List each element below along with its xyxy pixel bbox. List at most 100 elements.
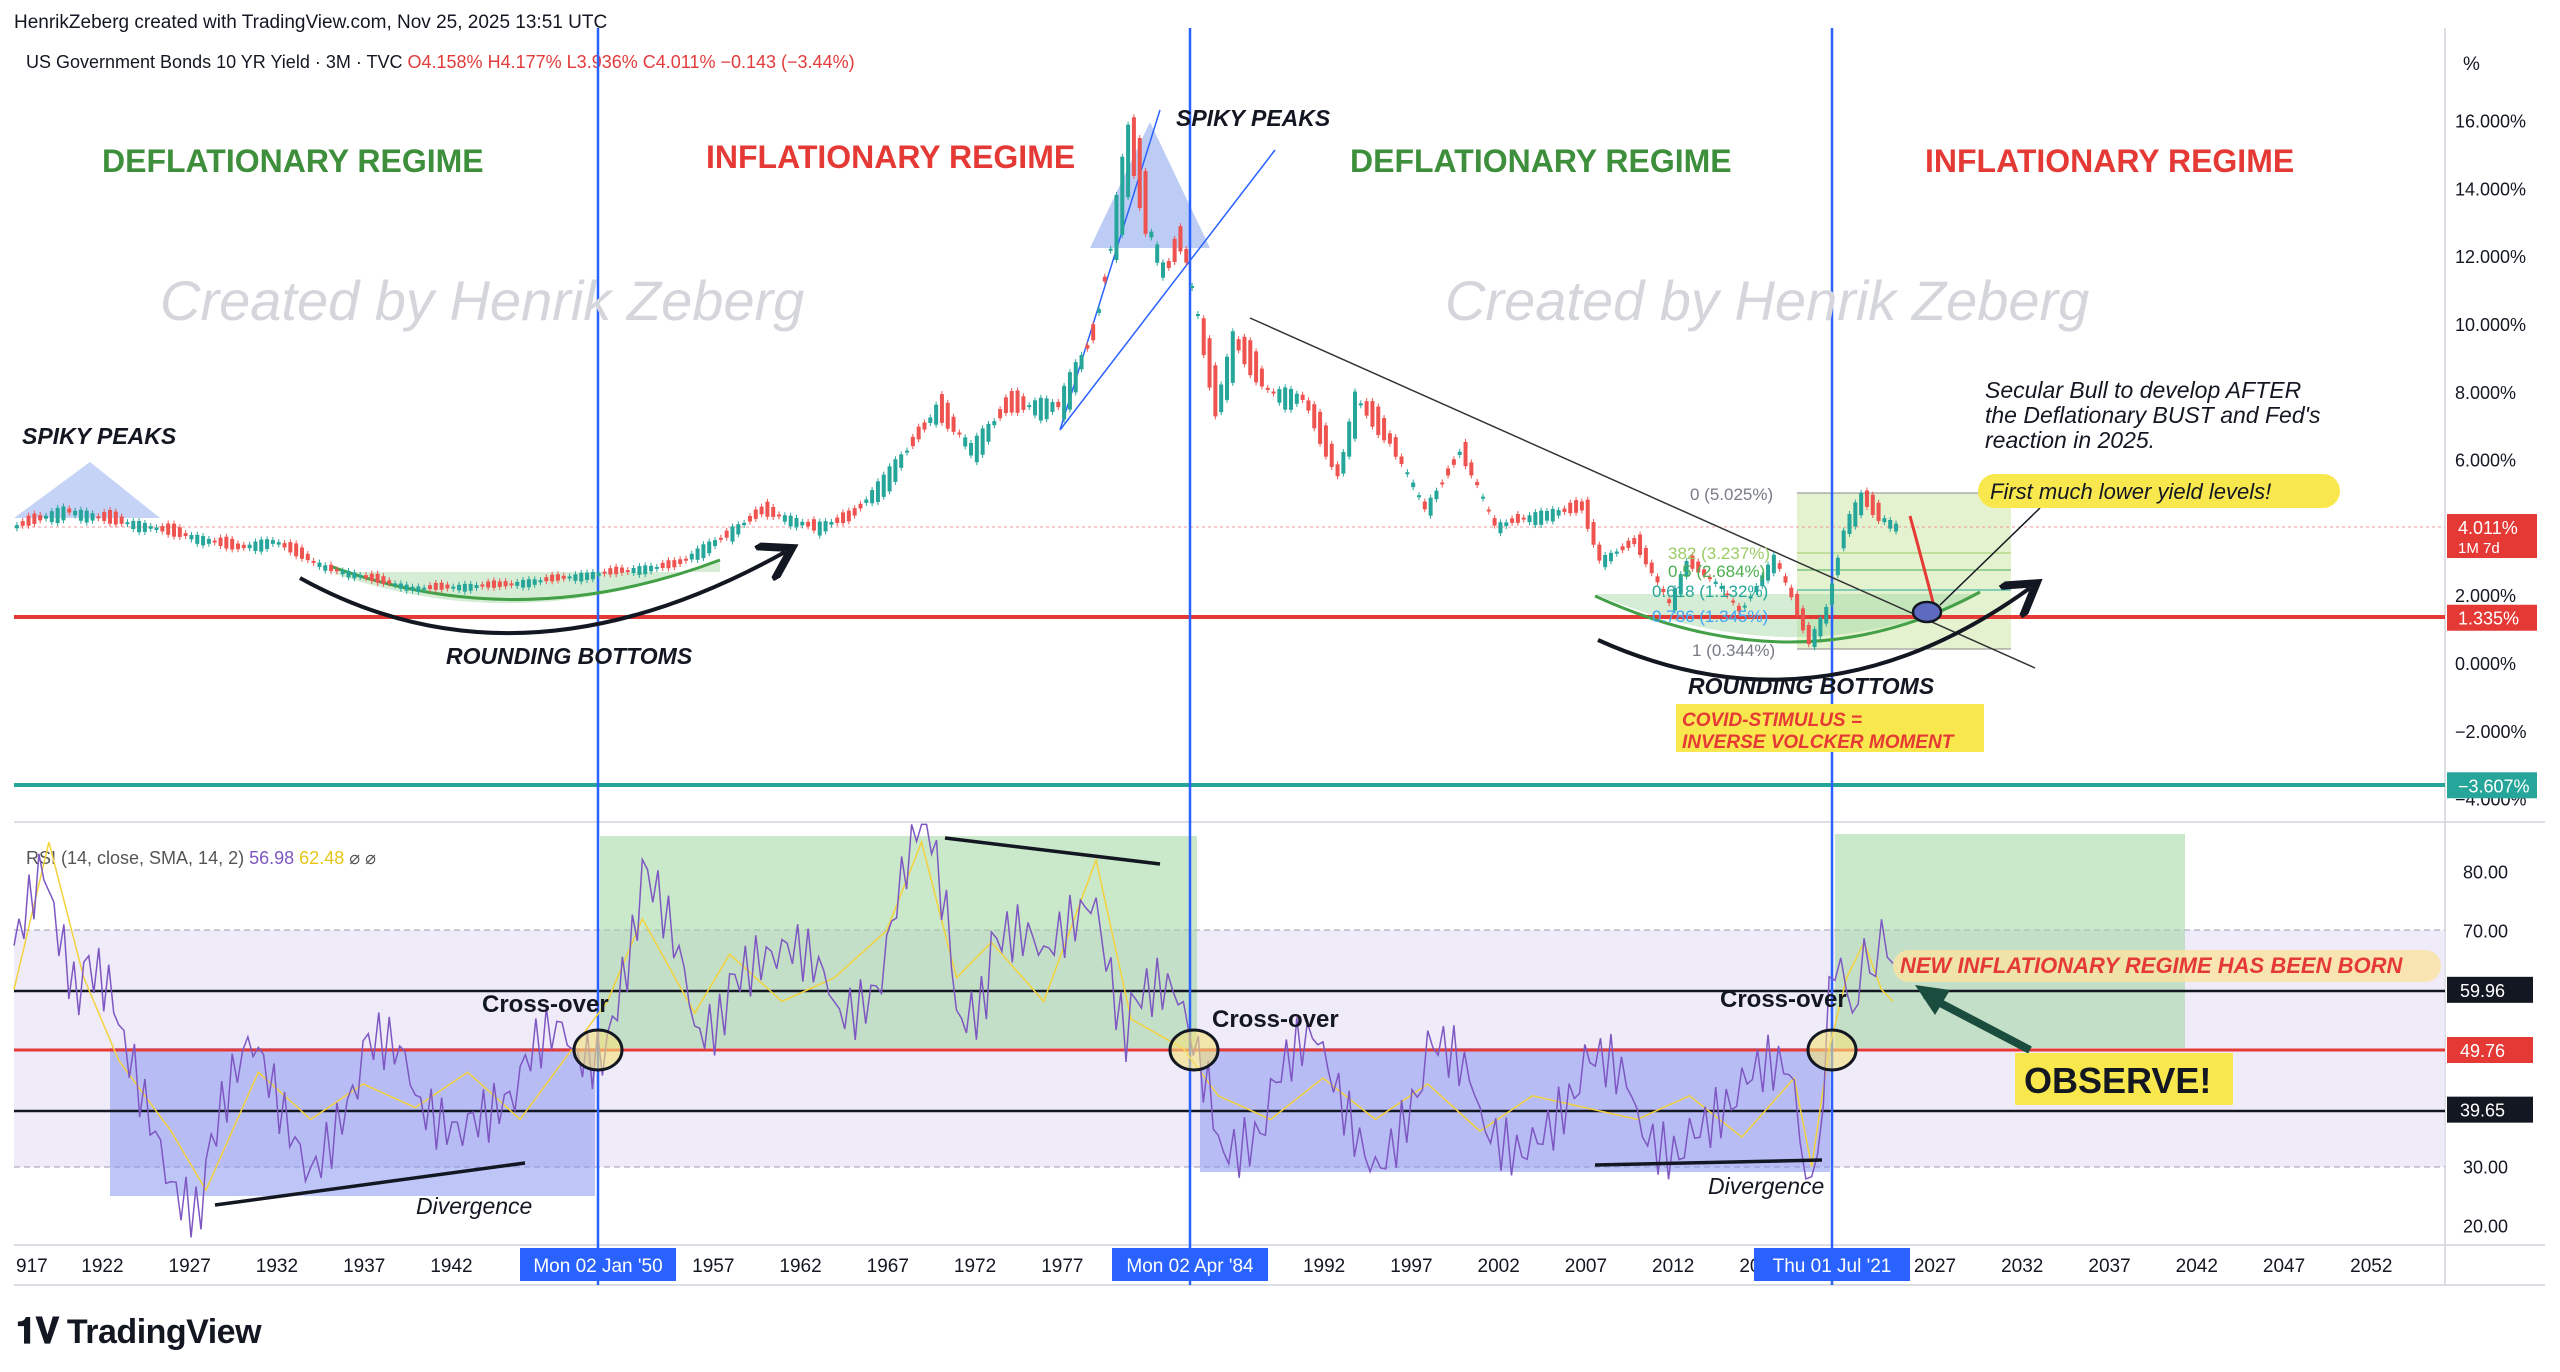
yield-candle <box>1777 563 1782 569</box>
yield-candle <box>305 553 310 561</box>
symbol-name[interactable]: US Government Bonds 10 YR Yield · 3M · T… <box>26 52 403 72</box>
yield-candle <box>823 521 828 532</box>
time-tick-label: 1922 <box>81 1256 123 1277</box>
yield-candle <box>235 543 240 550</box>
yield-candle <box>166 523 171 535</box>
yield-candle <box>67 508 72 513</box>
yield-candle <box>49 511 54 523</box>
yield-candle <box>1690 555 1695 569</box>
yield-candle <box>1870 494 1875 515</box>
yield-candle <box>602 571 607 574</box>
yield-candle <box>1864 490 1869 507</box>
yield-candle <box>1678 574 1683 595</box>
spiky-peaks-left: SPIKY PEAKS <box>22 423 177 449</box>
yield-candle <box>462 583 467 592</box>
price-axis[interactable]: 16.000% 14.000% 12.000% 10.000% 8.000% 6.000%… <box>2455 112 2527 810</box>
yield-candle <box>1859 492 1864 516</box>
yield-candle <box>61 506 66 521</box>
yield-candle <box>1562 508 1567 512</box>
fib-label-1: 1 (0.344%) <box>1692 641 1775 660</box>
crossover-ellipse-3 <box>1806 1028 1858 1072</box>
rsi-series[interactable] <box>13 823 1894 1238</box>
yield-candle <box>672 560 677 568</box>
yield-candle <box>1073 362 1078 393</box>
yield-candle <box>660 562 665 568</box>
yield-candle <box>201 536 206 546</box>
yield-candle <box>1161 262 1166 278</box>
yield-candle <box>1789 587 1794 598</box>
yield-candle <box>346 570 351 578</box>
symbol-legend: US Government Bonds 10 YR Yield · 3M · T… <box>26 52 855 73</box>
yield-candle <box>1242 336 1247 365</box>
yield-candle <box>1510 518 1515 523</box>
rsi-level-tag-text: 59.96 <box>2460 981 2505 1001</box>
tradingview-logo[interactable]: 𝟏𝐕 TradingView <box>16 1310 262 1353</box>
time-tick-label: 1957 <box>692 1256 734 1277</box>
rsi-name[interactable]: RSI (14, close, SMA, 14, 2) <box>26 848 245 868</box>
time-highlight-text: Mon 02 Jan '50 <box>533 1256 662 1277</box>
ohlc-close: C4.011% <box>642 52 716 72</box>
yield-candle <box>282 543 287 548</box>
yield-candle <box>1288 388 1293 410</box>
rounding-bottom-arc-2 <box>1597 588 2030 682</box>
yield-candle <box>26 515 31 526</box>
yield-candle <box>1480 496 1485 499</box>
yield-candle <box>218 537 223 547</box>
price-tags: 59.96 49.76 39.65 4.011% 1M 7d 1.335% −3.607% <box>2447 514 2537 1123</box>
rounding-bottom-arc-1 <box>299 552 785 636</box>
yield-candle <box>713 540 718 547</box>
yield-candle <box>1667 599 1672 604</box>
new-regime-text: NEW INFLATIONARY REGIME HAS BEEN BORN <box>1900 953 2403 978</box>
yield-candle <box>567 576 572 579</box>
crossover-label-1: Cross-over <box>482 991 609 1018</box>
rsi-visibility-icons[interactable]: ⌀ ⌀ <box>349 848 376 868</box>
fib-label-382: 382 (3.237%) <box>1668 544 1770 563</box>
yield-series[interactable] <box>14 114 1899 651</box>
yield-candle <box>695 548 700 560</box>
yield-candle <box>451 586 456 589</box>
yield-candle <box>666 560 671 569</box>
yield-candle <box>1684 561 1689 577</box>
yield-candle <box>154 527 159 530</box>
yield-candle <box>1079 355 1084 370</box>
yield-candle <box>765 501 770 517</box>
yield-candle <box>829 521 834 525</box>
yield-candle <box>230 538 235 550</box>
price-tag-text: 1.335% <box>2458 609 2519 629</box>
yield-candle <box>1707 577 1712 580</box>
yield-candle <box>1213 365 1218 417</box>
yield-candle <box>916 426 921 440</box>
yield-candle <box>189 534 194 540</box>
yield-candle <box>1422 501 1427 510</box>
yield-candle <box>1225 356 1229 400</box>
yield-candle <box>1376 406 1381 435</box>
price-tag <box>2447 514 2537 559</box>
rsi-tick-label: 70.00 <box>2463 922 2508 942</box>
rsi-level-tag-text: 49.76 <box>2460 1041 2505 1061</box>
fib-label-5: 0.5 (2.684%) <box>1668 562 1765 581</box>
yield-candle <box>1766 564 1771 581</box>
yield-candle <box>1352 391 1357 439</box>
rounding-bottoms-2: ROUNDING BOTTOMS <box>1688 673 1935 699</box>
yield-candle <box>1504 522 1509 527</box>
yield-candle <box>1556 510 1561 516</box>
yield-candle <box>1713 581 1718 584</box>
yield-candle <box>1120 156 1125 235</box>
yield-candle <box>521 580 526 588</box>
time-axis[interactable]: 917 1922 1927 1932 1937 1942 1957 1962 1967 1972 1… <box>16 1248 2392 1281</box>
rsi-zone-inflationary-2 <box>1835 834 2185 1048</box>
yield-candle <box>433 582 438 590</box>
downtrend-line[interactable] <box>1249 317 2036 669</box>
axis-unit-label: % <box>2463 54 2480 75</box>
yield-candle <box>1702 569 1707 576</box>
yield-candle <box>171 523 176 537</box>
yield-candle <box>329 564 334 572</box>
yield-candle <box>1027 405 1032 408</box>
tradingview-logo-icon: 𝟏𝐕 <box>16 1310 59 1351</box>
yield-candle <box>503 581 508 587</box>
yield-candle <box>649 565 654 572</box>
yield-candle <box>555 574 560 581</box>
yield-candle <box>1649 562 1654 574</box>
yield-candle <box>253 541 258 552</box>
